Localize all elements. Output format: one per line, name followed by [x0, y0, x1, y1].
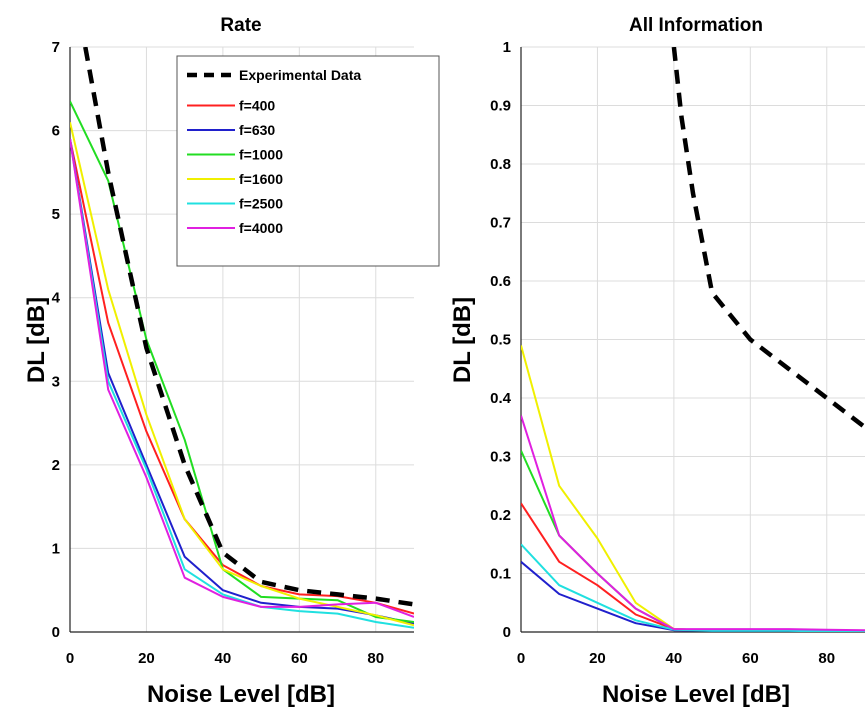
rate-y-tick-label: 4 — [52, 290, 61, 307]
all-information-chart-title: All Information — [629, 15, 763, 36]
rate-x-tick-label: 40 — [215, 650, 232, 667]
rate-x-tick-label: 80 — [367, 650, 384, 667]
legend-label: f=1600 — [239, 171, 283, 187]
rate-y-tick-label: 2 — [52, 457, 60, 474]
all-information-x-axis-label: Noise Level [dB] — [602, 681, 790, 708]
legend-label: f=2500 — [239, 196, 283, 212]
rate-y-tick-label: 6 — [52, 123, 60, 140]
all-information-series-f-2500 — [521, 543, 865, 632]
all-information-y-tick-label: 0.4 — [490, 390, 512, 407]
legend-box — [176, 55, 440, 267]
rate-series-group — [70, 47, 414, 629]
rate-series-experimental-data — [83, 47, 414, 607]
rate-chart-panel: Rate Noise Level [dB] DL [dB] 0 20 40 60 80 0… — [23, 15, 440, 708]
all-information-series-f-630 — [521, 561, 865, 632]
all-information-y-tick-label: 0.8 — [490, 156, 511, 173]
all-information-x-tick-label: 0 — [517, 650, 525, 667]
rate-y-tick-label: 5 — [52, 206, 60, 223]
all-information-series-group — [521, 47, 865, 632]
rate-y-tick-label: 0 — [52, 624, 60, 641]
all-information-x-tick-label: 60 — [742, 650, 759, 667]
rate-y-axis-label: DL [dB] — [23, 297, 50, 383]
all-information-y-tick-label: 0.9 — [490, 98, 511, 115]
all-information-series-experimental-data — [671, 47, 865, 430]
all-information-y-tick-label: 0.1 — [490, 566, 511, 583]
legend-label: f=400 — [239, 98, 275, 114]
rate-y-tick-label: 1 — [52, 540, 60, 557]
rate-y-tick-label: 7 — [52, 39, 60, 56]
all-information-x-tick-label: 40 — [666, 650, 683, 667]
rate-x-tick-label: 20 — [138, 650, 155, 667]
rate-y-tick-label: 3 — [52, 373, 60, 390]
rate-chart-title: Rate — [220, 15, 261, 36]
rate-x-tick-label: 60 — [291, 650, 308, 667]
all-information-y-tick-label: 0.7 — [490, 215, 511, 232]
all-information-x-tick-label: 80 — [818, 650, 835, 667]
all-information-chart-panel: All Information Noise Level [dB] DL [dB]… — [449, 15, 865, 708]
all-information-series-f-4000 — [521, 415, 865, 632]
all-information-y-tick-label: 1 — [503, 39, 511, 56]
legend-label: f=1000 — [239, 147, 283, 163]
rate-series-f-400 — [70, 138, 414, 615]
all-information-y-axis-label: DL [dB] — [449, 297, 476, 383]
rate-x-tick-label: 0 — [66, 650, 74, 667]
legend: Experimental Data f=400 f=630 f=1000 f=1600 f… — [176, 55, 440, 267]
legend-label: f=630 — [239, 122, 275, 138]
legend-label: Experimental Data — [239, 67, 361, 83]
all-information-y-tick-label: 0 — [503, 624, 511, 641]
legend-label: f=4000 — [239, 220, 283, 236]
all-information-y-tick-label: 0.3 — [490, 449, 511, 466]
all-information-series-f-1000 — [521, 450, 865, 632]
rate-series-f-4000 — [70, 138, 414, 618]
all-information-y-tick-label: 0.5 — [490, 332, 511, 349]
rate-series-f-1600 — [70, 121, 414, 627]
all-information-y-tick-label: 0.2 — [490, 507, 511, 524]
all-information-x-tick-label: 20 — [589, 650, 606, 667]
all-information-y-tick-label: 0.6 — [490, 273, 511, 290]
all-information-series-f-400 — [521, 502, 865, 632]
rate-series-f-2500 — [70, 138, 414, 629]
rate-x-axis-label: Noise Level [dB] — [147, 681, 335, 708]
all-information-series-f-1600 — [521, 345, 865, 632]
